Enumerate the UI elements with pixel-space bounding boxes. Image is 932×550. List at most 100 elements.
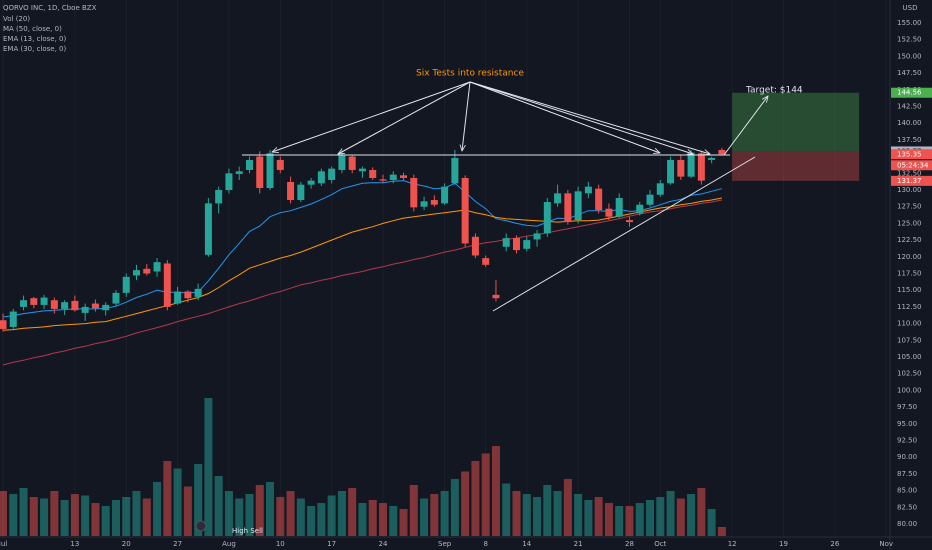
volume-bar bbox=[491, 446, 500, 536]
y-tick-label: 132.50 bbox=[897, 169, 922, 177]
candle-body bbox=[564, 193, 572, 223]
y-tick-label: 80.00 bbox=[897, 520, 917, 528]
candle-body bbox=[122, 276, 130, 293]
candle-body bbox=[30, 298, 38, 305]
x-tick-label: 8 bbox=[483, 540, 487, 548]
candle-body bbox=[235, 171, 243, 174]
y-tick-label: 110.00 bbox=[897, 320, 922, 328]
arrow bbox=[272, 81, 471, 152]
volume-bar bbox=[656, 497, 665, 536]
axes: 155.00152.50150.00147.50145.00142.50140.… bbox=[0, 19, 922, 548]
y-tick-label: 147.50 bbox=[897, 69, 922, 77]
candle-body bbox=[400, 175, 408, 178]
stop-tag-label: 131.37 bbox=[897, 177, 922, 185]
candle-body bbox=[513, 238, 520, 251]
candle-body bbox=[543, 202, 551, 234]
last-price-tag bbox=[891, 149, 932, 160]
x-tick-label: Oct bbox=[654, 540, 666, 548]
x-tick-label: 13 bbox=[70, 540, 79, 548]
grid bbox=[2, 0, 887, 537]
candle-body bbox=[50, 300, 58, 309]
candle-body bbox=[0, 320, 7, 329]
x-tick-label: 21 bbox=[574, 540, 583, 548]
volume-bar bbox=[142, 498, 151, 536]
legend-entry: EMA (13, close, 0) bbox=[3, 35, 66, 43]
volume-bar bbox=[522, 494, 531, 536]
volume-bar bbox=[481, 453, 490, 536]
volume-bar bbox=[512, 491, 521, 536]
volume-bar bbox=[543, 485, 552, 536]
volume-bar bbox=[173, 468, 182, 536]
y-tick-label: 112.50 bbox=[897, 303, 922, 311]
volume-bar bbox=[101, 506, 110, 536]
candle-body bbox=[492, 294, 500, 299]
volume-bar bbox=[9, 494, 18, 536]
countdown: 05:24:34 bbox=[897, 161, 929, 169]
volume-bar bbox=[91, 503, 100, 536]
candle-body bbox=[287, 181, 295, 201]
currency: USD bbox=[903, 4, 918, 12]
candle-body bbox=[153, 262, 161, 272]
volume-bar bbox=[214, 476, 223, 536]
candle-body bbox=[677, 159, 685, 177]
volume-bar bbox=[245, 494, 254, 536]
candle-body bbox=[204, 203, 212, 255]
volume-bar bbox=[266, 482, 275, 536]
volume-bar bbox=[574, 494, 583, 536]
last-price-tag-label: 135.35 bbox=[897, 150, 922, 158]
candle-body bbox=[61, 302, 69, 309]
event-icon[interactable] bbox=[195, 520, 207, 532]
candle-body bbox=[625, 220, 633, 223]
candles bbox=[0, 147, 726, 332]
candle-body bbox=[91, 303, 99, 309]
volume-bar bbox=[81, 495, 90, 536]
y-tick-label: 85.00 bbox=[897, 487, 917, 495]
volume-bar bbox=[132, 491, 141, 536]
volume-bar bbox=[60, 500, 69, 536]
x-tick-label: 24 bbox=[379, 540, 388, 548]
candle-body bbox=[256, 156, 264, 188]
candle-body bbox=[245, 159, 253, 170]
x-tick-label: 10 bbox=[276, 540, 285, 548]
y-tick-label: 130.00 bbox=[897, 186, 922, 194]
volume-bar bbox=[687, 494, 696, 536]
volume-bar bbox=[430, 494, 439, 536]
volume-bar bbox=[368, 500, 377, 536]
candle-body bbox=[297, 184, 305, 201]
y-tick-label: 100.00 bbox=[897, 386, 922, 394]
volume-bar bbox=[183, 486, 192, 536]
volume-bar bbox=[625, 506, 634, 536]
y-tick-label: 107.50 bbox=[897, 336, 922, 344]
volume-bar bbox=[122, 497, 131, 536]
y-tick-label: 97.50 bbox=[897, 403, 917, 411]
volume-bar bbox=[337, 491, 346, 536]
volume-bar bbox=[635, 503, 644, 536]
volume-bar bbox=[615, 506, 624, 536]
volume bbox=[0, 398, 726, 536]
y-tick-label: 90.00 bbox=[897, 453, 917, 461]
target-tag-label: 144.56 bbox=[897, 89, 922, 97]
volume-bar bbox=[204, 398, 213, 536]
volume-bar bbox=[235, 498, 244, 536]
candle-body bbox=[482, 258, 490, 265]
volume-bar bbox=[440, 491, 449, 536]
candle-body bbox=[266, 153, 274, 188]
volume-bar bbox=[399, 509, 408, 536]
candle-body bbox=[554, 193, 562, 204]
y-tick-label: 152.50 bbox=[897, 36, 922, 44]
volume-bar bbox=[553, 491, 562, 536]
y-tick-label: 117.50 bbox=[897, 270, 922, 278]
arrow bbox=[462, 81, 471, 151]
volume-bar bbox=[50, 491, 59, 536]
candle-body bbox=[605, 208, 613, 217]
volume-bar bbox=[450, 479, 459, 536]
candle-body bbox=[656, 183, 664, 195]
volume-bar bbox=[0, 491, 7, 536]
candle-body bbox=[81, 306, 89, 313]
y-tick-label: 137.50 bbox=[897, 136, 922, 144]
candle-body bbox=[523, 240, 531, 249]
candle-body bbox=[317, 171, 325, 184]
candle-body bbox=[328, 168, 336, 180]
indicator-line bbox=[2, 199, 722, 366]
